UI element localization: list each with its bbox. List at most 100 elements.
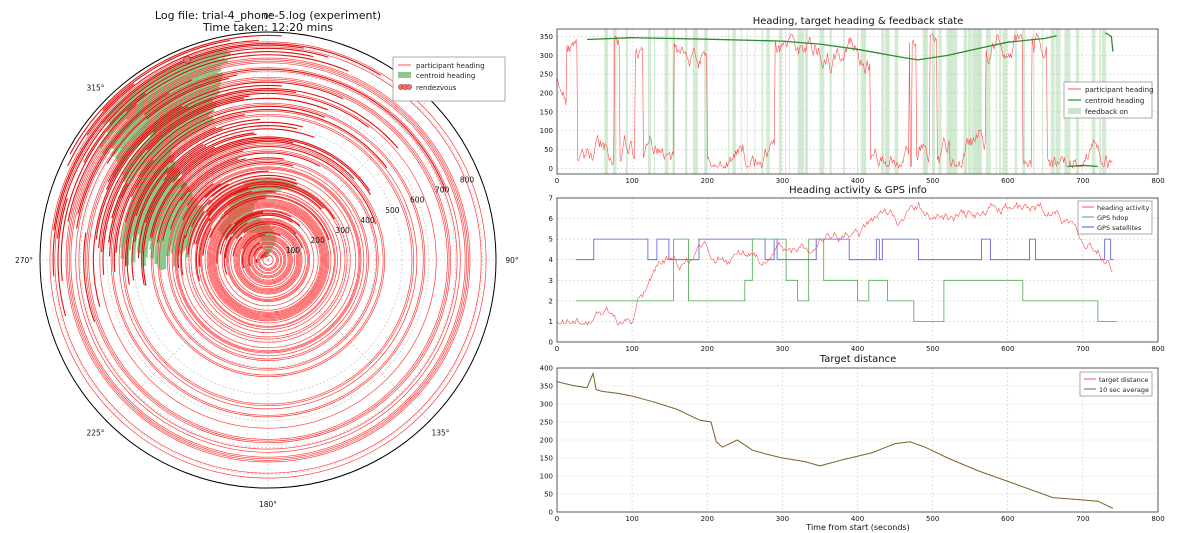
x-tick-label: 200 xyxy=(701,515,714,523)
participant-heading-ring xyxy=(152,144,384,376)
x-tick-label: 0 xyxy=(555,345,559,353)
participant-heading-arc xyxy=(232,236,243,257)
participant-heading-arc xyxy=(187,211,205,255)
heading-chart-frame xyxy=(556,28,1159,175)
participant-heading-arc xyxy=(141,133,257,286)
feedback-band xyxy=(946,29,952,174)
participant-heading-ring xyxy=(86,78,450,442)
legend-marker-rendezvous-3 xyxy=(406,84,412,90)
polar-radial-label: 300 xyxy=(335,226,350,235)
participant-heading-arc xyxy=(189,158,246,193)
legend-label-heading-activity: heading activity xyxy=(1097,204,1149,212)
participant-heading-arc xyxy=(77,79,193,214)
polar-angle-label: 270° xyxy=(15,256,33,265)
participant-heading-arc xyxy=(56,47,329,239)
participant-heading-ring xyxy=(212,204,324,316)
y-tick-label: 100 xyxy=(540,473,553,481)
polar-grid-spoke xyxy=(106,259,269,422)
feedback-band xyxy=(819,29,825,174)
y-tick-label: 150 xyxy=(540,455,553,463)
x-tick-label: 300 xyxy=(776,177,789,185)
legend-label-centroid-heading-2: centroid heading xyxy=(1085,97,1144,105)
polar-subtitle: Time taken: 12:20 mins xyxy=(202,21,333,34)
legend-label-gps-hdop: GPS hdop xyxy=(1097,214,1129,222)
participant-heading-arc xyxy=(76,92,170,229)
gps-satellites-line xyxy=(575,238,1114,261)
participant-heading-arc xyxy=(186,162,294,206)
feedback-band xyxy=(761,29,764,174)
distance-legend-box xyxy=(1079,371,1153,397)
participant-heading-arc xyxy=(195,217,211,282)
participant-heading-arc xyxy=(190,199,211,227)
participant-heading-arc xyxy=(242,231,281,249)
participant-heading-arc xyxy=(235,221,297,239)
participant-heading-ring xyxy=(237,229,299,291)
participant-heading-ring xyxy=(255,247,281,273)
polar-radial-label: 600 xyxy=(410,196,425,205)
participant-heading-ring xyxy=(214,206,322,314)
participant-heading-arc xyxy=(108,183,128,243)
participant-heading-arc xyxy=(108,110,213,257)
participant-heading-arc xyxy=(177,183,221,269)
participant-heading-ring xyxy=(249,241,287,279)
feedback-band xyxy=(1022,29,1026,174)
feedback-band xyxy=(788,29,790,174)
participant-heading-arc xyxy=(207,187,249,216)
participant-heading-ring xyxy=(221,213,315,307)
participant-heading-ring xyxy=(194,186,342,334)
x-tick-label: 800 xyxy=(1151,515,1164,523)
x-tick-label: 500 xyxy=(926,177,939,185)
legend-label-target-distance: target distance xyxy=(1099,376,1148,384)
participant-heading-ring xyxy=(204,196,332,324)
participant-heading-arc xyxy=(53,43,381,231)
participant-heading-arc xyxy=(125,114,245,223)
participant-heading-arc xyxy=(205,181,335,220)
feedback-band xyxy=(604,29,609,174)
participant-heading-ring xyxy=(118,110,418,410)
participant-heading-ring xyxy=(201,193,335,327)
participant-heading-ring xyxy=(75,67,461,453)
activity-chart-series xyxy=(556,202,1117,326)
feedback-band xyxy=(897,29,899,174)
participant-heading-ring xyxy=(78,70,458,450)
participant-heading-arc xyxy=(208,190,252,222)
heading-activity-line xyxy=(556,202,1113,326)
participant-heading-ring xyxy=(259,251,277,269)
participant-heading-ring xyxy=(174,166,362,354)
participant-heading-ring xyxy=(171,163,365,357)
x-tick-label: 200 xyxy=(701,345,714,353)
ten-sec-average-line xyxy=(556,372,1114,509)
x-tick-label: 800 xyxy=(1151,177,1164,185)
participant-heading-arc xyxy=(135,127,223,217)
participant-heading-arc xyxy=(234,210,292,225)
polar-radial-label: 700 xyxy=(435,186,450,195)
participant-heading-ring xyxy=(226,218,310,302)
participant-heading-arc xyxy=(182,183,214,220)
feedback-band xyxy=(864,29,866,174)
centroid-heading-line xyxy=(586,35,1057,61)
feedback-band xyxy=(664,29,669,174)
heading-chart-grid xyxy=(556,29,1159,174)
feedback-band xyxy=(881,29,884,174)
participant-heading-ring xyxy=(241,233,295,287)
feedback-band xyxy=(894,29,898,174)
participant-heading-ring xyxy=(262,254,274,266)
feedback-band xyxy=(1002,29,1008,174)
centroid-heading-line-tail xyxy=(1067,164,1098,168)
participant-heading-arc xyxy=(105,105,182,190)
x-tick-label: 400 xyxy=(851,177,864,185)
polar-grid-ring xyxy=(79,71,457,449)
participant-heading-ring xyxy=(213,205,323,315)
participant-heading-arc xyxy=(211,174,297,198)
x-tick-label: 300 xyxy=(776,345,789,353)
participant-heading-arc xyxy=(180,234,186,276)
activity-chart-title: Heading activity & GPS info xyxy=(789,185,927,196)
x-tick-label: 400 xyxy=(851,515,864,523)
x-tick-label: 500 xyxy=(926,515,939,523)
participant-heading-arc xyxy=(131,167,169,281)
legend-label-rendezvous: rendezvous xyxy=(416,84,457,92)
legend-label-gps-satellites: GPS satellites xyxy=(1097,224,1142,232)
x-tick-label: 100 xyxy=(625,345,638,353)
participant-heading-ring xyxy=(112,104,424,416)
heading-chart-ticks: 0 100 200 300 400 500 600 700 800 0 50 100 150 200 250… xyxy=(540,33,1165,185)
